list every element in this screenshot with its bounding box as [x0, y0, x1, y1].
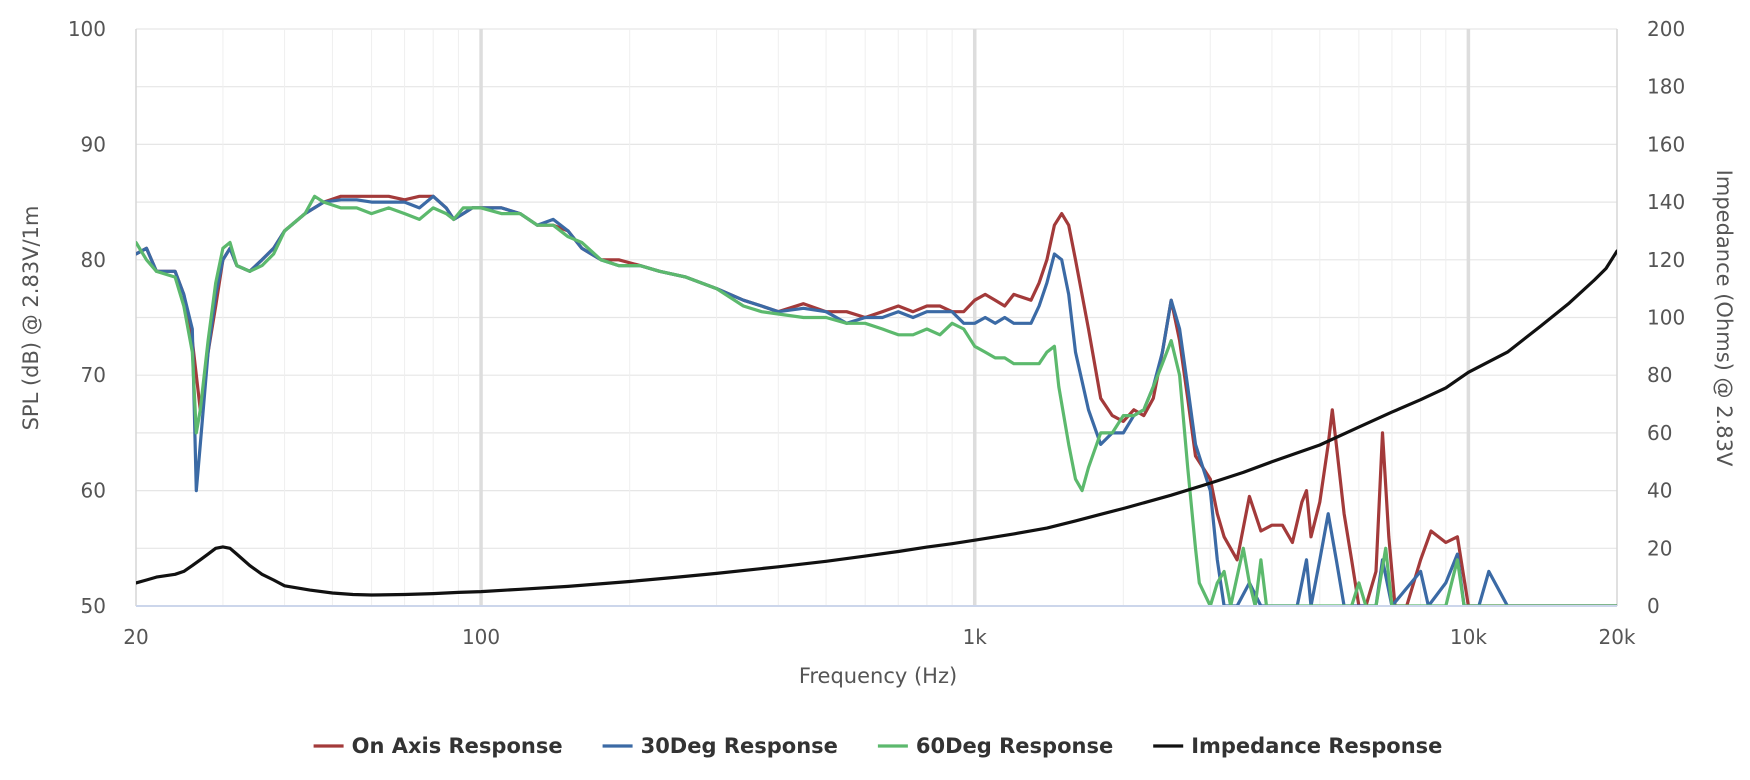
- x-axis-title: Frequency (Hz): [799, 664, 957, 688]
- x-axis-ticks: 20 100 1k 10k 20k: [123, 625, 1636, 649]
- legend-label-30deg-response[interactable]: 30Deg Response: [641, 734, 838, 758]
- legend-label-impedance-response[interactable]: Impedance Response: [1191, 734, 1442, 758]
- right-y-tick-label: 160: [1647, 132, 1685, 156]
- x-tick-label: 20k: [1598, 625, 1635, 649]
- legend: On Axis Response 30Deg Response 60Deg Resp…: [313, 734, 1442, 758]
- left-y-tick-label: 70: [81, 363, 106, 387]
- series-line-60deg-response: [136, 194, 1617, 606]
- left-y-tick-label: 80: [81, 248, 106, 272]
- x-tick-label: 20: [123, 625, 148, 649]
- left-y-axis-ticks: 50 60 70 80 90 100: [68, 17, 106, 618]
- right-y-tick-label: 0: [1647, 594, 1660, 618]
- series-lines: [136, 194, 1617, 606]
- right-y-axis-ticks: 0 20 40 60 80 100 120 140 160 180 200: [1647, 17, 1685, 618]
- major-gridlines: [135, 29, 1618, 606]
- right-y-tick-label: 180: [1647, 75, 1685, 99]
- legend-label-on-axis-response[interactable]: On Axis Response: [352, 734, 563, 758]
- left-y-tick-label: 60: [81, 479, 106, 503]
- legend-label-60deg-response[interactable]: 60Deg Response: [916, 734, 1113, 758]
- x-tick-label: 1k: [963, 625, 988, 649]
- left-y-tick-label: 50: [81, 594, 106, 618]
- x-tick-label: 10k: [1450, 625, 1487, 649]
- x-tick-label: 100: [462, 625, 500, 649]
- right-y-tick-label: 140: [1647, 190, 1685, 214]
- right-y-axis-title: Impedance (Ohms) @ 2.83V: [1712, 170, 1736, 467]
- right-y-tick-label: 120: [1647, 248, 1685, 272]
- left-y-axis-title: SPL (dB) @ 2.83V/1m: [19, 206, 43, 431]
- right-y-tick-label: 60: [1647, 421, 1672, 445]
- series-line-30deg-response: [136, 194, 1617, 606]
- left-y-tick-label: 100: [68, 17, 106, 41]
- right-y-tick-label: 40: [1647, 479, 1672, 503]
- right-y-tick-label: 100: [1647, 306, 1685, 330]
- series-line-on-axis-response: [136, 194, 1617, 606]
- series-line-impedance-response: [136, 249, 1617, 597]
- left-y-tick-label: 90: [81, 132, 106, 156]
- right-y-tick-label: 80: [1647, 363, 1672, 387]
- right-y-tick-label: 20: [1647, 536, 1672, 560]
- right-y-tick-label: 200: [1647, 17, 1685, 41]
